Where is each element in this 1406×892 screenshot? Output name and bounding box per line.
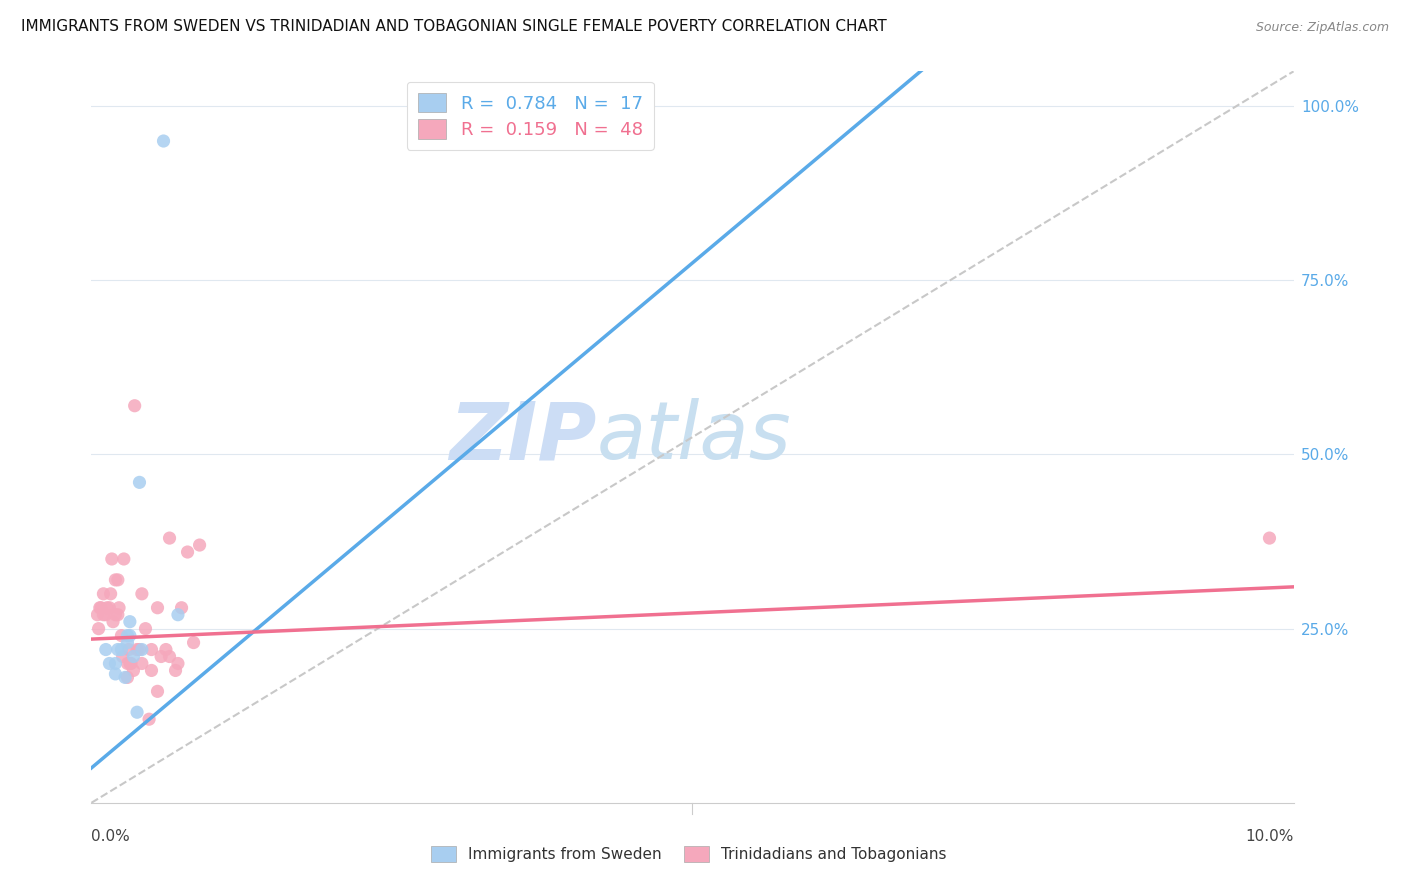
Point: [118, 615, 141, 629]
Point: [89, 600, 111, 615]
Point: [131, 657, 153, 671]
Point: [125, 705, 148, 719]
Point: [146, 684, 169, 698]
Point: [118, 642, 141, 657]
Point: [101, 552, 124, 566]
Point: [120, 657, 142, 671]
Point: [167, 657, 190, 671]
Point: [155, 642, 177, 657]
Point: [94, 642, 117, 657]
Point: [134, 622, 156, 636]
Point: [108, 600, 131, 615]
Text: ZIP: ZIP: [449, 398, 596, 476]
Point: [176, 545, 198, 559]
Point: [110, 629, 132, 643]
Text: Source: ZipAtlas.com: Source: ZipAtlas.com: [1256, 21, 1389, 34]
Point: [98, 600, 121, 615]
Point: [124, 399, 146, 413]
Point: [122, 664, 145, 678]
Point: [183, 635, 205, 649]
Point: [107, 642, 129, 657]
Point: [128, 642, 150, 657]
Text: atlas: atlas: [596, 398, 792, 476]
Point: [138, 712, 160, 726]
Point: [104, 657, 127, 671]
Point: [125, 642, 148, 657]
Point: [100, 587, 122, 601]
Point: [167, 607, 190, 622]
Point: [104, 607, 127, 622]
Legend: Immigrants from Sweden, Trinidadians and Tobagonians: Immigrants from Sweden, Trinidadians and…: [425, 840, 953, 868]
Legend: R =  0.784   N =  17, R =  0.159   N =  48: R = 0.784 N = 17, R = 0.159 N = 48: [406, 82, 654, 150]
Point: [117, 629, 139, 643]
Point: [170, 600, 193, 615]
Point: [150, 649, 173, 664]
Point: [112, 552, 135, 566]
Point: [87, 622, 110, 636]
Point: [86, 607, 108, 622]
Text: IMMIGRANTS FROM SWEDEN VS TRINIDADIAN AND TOBAGONIAN SINGLE FEMALE POVERTY CORRE: IMMIGRANTS FROM SWEDEN VS TRINIDADIAN AN…: [21, 20, 887, 34]
Point: [107, 573, 129, 587]
Point: [117, 635, 139, 649]
Point: [101, 615, 124, 629]
Point: [107, 607, 129, 622]
Point: [117, 657, 139, 671]
Point: [128, 475, 150, 490]
Point: [114, 670, 136, 684]
Point: [159, 531, 181, 545]
Point: [141, 642, 163, 657]
Point: [159, 649, 181, 664]
Point: [94, 607, 117, 622]
Point: [110, 642, 132, 657]
Point: [104, 573, 127, 587]
Point: [131, 587, 153, 601]
Point: [141, 664, 163, 678]
Point: [111, 649, 134, 664]
Point: [188, 538, 211, 552]
Point: [118, 657, 141, 671]
Point: [90, 600, 112, 615]
Point: [93, 607, 115, 622]
Point: [93, 587, 115, 601]
Point: [117, 670, 139, 684]
Point: [1258, 531, 1281, 545]
Point: [131, 642, 153, 657]
Point: [122, 649, 145, 664]
Point: [104, 667, 127, 681]
Text: 0.0%: 0.0%: [91, 830, 131, 844]
Point: [98, 657, 121, 671]
Point: [152, 134, 174, 148]
Point: [146, 600, 169, 615]
Point: [165, 664, 187, 678]
Point: [96, 600, 118, 615]
Point: [118, 629, 141, 643]
Text: 10.0%: 10.0%: [1246, 830, 1294, 844]
